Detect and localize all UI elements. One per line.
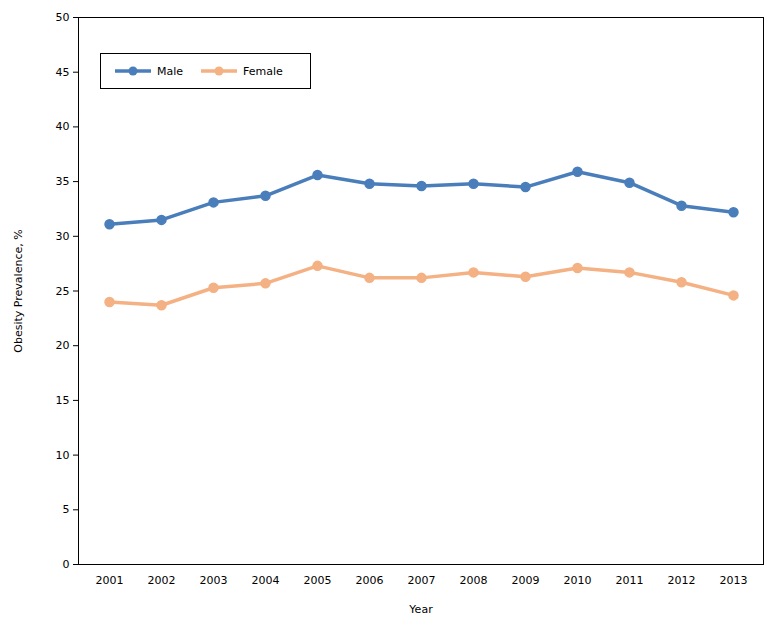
svg-text:2013: 2013 [720,574,748,587]
svg-text:2007: 2007 [408,574,436,587]
svg-text:25: 25 [56,285,70,298]
svg-text:2004: 2004 [252,574,280,587]
svg-text:20: 20 [56,339,70,352]
svg-text:50: 50 [56,11,70,24]
svg-text:2002: 2002 [148,574,176,587]
svg-text:2001: 2001 [96,574,124,587]
svg-text:30: 30 [56,230,70,243]
svg-text:2010: 2010 [564,574,592,587]
svg-text:2011: 2011 [616,574,644,587]
html-text:Female: Female [243,64,283,78]
svg-text:Obesity Prevalence, %: Obesity Prevalence, % [12,229,25,352]
svg-text:35: 35 [56,175,70,188]
svg-text:15: 15 [56,394,70,407]
svg-text:10: 10 [56,449,70,462]
svg-text:0: 0 [63,558,70,571]
svg-text:2009: 2009 [512,574,540,587]
svg-text:45: 45 [56,66,70,79]
html-text:Male: Male [157,64,184,78]
svg-text:40: 40 [56,120,70,133]
svg-text:5: 5 [63,503,70,516]
svg-text:2003: 2003 [200,574,228,587]
svg-text:Year: Year [408,603,433,616]
svg-text:2005: 2005 [304,574,332,587]
svg-text:2012: 2012 [668,574,696,587]
svg-text:2008: 2008 [460,574,488,587]
svg-text:2006: 2006 [356,574,384,587]
